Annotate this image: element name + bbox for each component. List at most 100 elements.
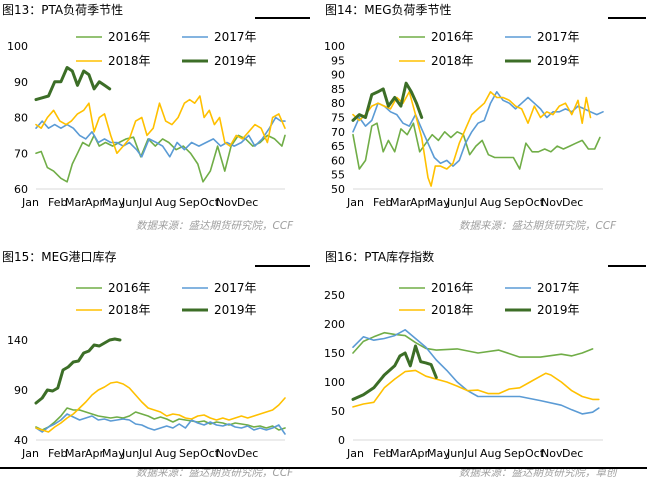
y-tick-label: 50 [331, 183, 345, 196]
y-tick-label: 95 [331, 54, 345, 67]
x-tick-label: Apr [85, 196, 105, 209]
chart-panel-meg-inventory: 图15：MEG港口库存 40 90 140 Jan Feb Mar Apr May Jun Jul… [0, 241, 323, 482]
y-tick-label: 80 [331, 97, 345, 110]
legend-label-2017: 2017年 [537, 30, 580, 44]
x-tick-label: Oct [200, 447, 220, 460]
series-line-2017 [35, 116, 286, 158]
chart-title: 图14：MEG负荷季节性 [325, 3, 452, 17]
y-tick-label: 60 [331, 154, 345, 167]
x-tick-label: Feb [48, 447, 67, 460]
y-tick-label: 100 [324, 376, 345, 389]
x-tick-label: Nov [541, 447, 563, 460]
x-tick-label: Sep [179, 447, 200, 460]
legend-label-2017: 2017年 [214, 30, 257, 44]
series-line-2019 [34, 337, 122, 405]
legend-label-2018: 2018年 [108, 54, 151, 68]
x-tick-label: Mar [390, 447, 411, 460]
title-rule [608, 17, 646, 19]
x-tick-label: Jun [446, 196, 464, 209]
x-tick-label: Mar [390, 196, 411, 209]
x-tick-label: Dec [562, 447, 583, 460]
legend-label-2019: 2019年 [537, 54, 580, 68]
legend-label-2017: 2017年 [537, 281, 580, 295]
source-note: 数据来源：盛达期货研究院，卓创 [459, 467, 617, 479]
x-tick-label: Nov [216, 447, 238, 460]
series-line-2018 [352, 91, 592, 187]
x-tick-label: Oct [525, 447, 545, 460]
source-note: 数据来源：盛达期货研究院，CCF [136, 467, 294, 479]
x-tick-label: Oct [200, 196, 220, 209]
x-tick-label: Mar [65, 196, 86, 209]
x-tick-label: Aug [155, 447, 176, 460]
title-rule [255, 17, 310, 19]
y-tick-label: 90 [14, 76, 28, 89]
legend-label-2019: 2019年 [537, 303, 580, 317]
y-tick-label: 90 [14, 384, 28, 397]
x-tick-label: Oct [525, 196, 545, 209]
y-tick-label: 200 [324, 318, 345, 331]
chart-title: 图16：PTA库存指数 [325, 250, 435, 264]
y-tick-label: 100 [324, 40, 345, 53]
x-tick-label: Jun [121, 196, 139, 209]
legend-label-2016: 2016年 [108, 281, 151, 295]
series-line-2019 [351, 81, 424, 122]
source-note: 数据来源：盛达期货研究院，CCF [459, 220, 617, 232]
y-tick-label: 75 [331, 112, 345, 125]
x-tick-label: Aug [155, 196, 176, 209]
legend-label-2019: 2019年 [214, 303, 257, 317]
x-tick-label: Apr [85, 447, 105, 460]
x-tick-label: Dec [562, 196, 583, 209]
x-tick-label: Aug [480, 447, 501, 460]
legend-label-2017: 2017年 [214, 281, 257, 295]
x-tick-label: May [427, 196, 450, 209]
x-tick-label: Jul [463, 447, 477, 460]
series-line-2018 [35, 95, 286, 155]
series-line-2016 [35, 134, 286, 183]
y-tick-label: 65 [331, 140, 345, 153]
y-tick-label: 150 [324, 347, 345, 360]
y-tick-label: 0 [338, 434, 345, 447]
y-tick-label: 100 [7, 40, 28, 53]
series-line-2019 [34, 66, 112, 102]
y-tick-label: 70 [331, 126, 345, 139]
x-tick-label: Nov [541, 196, 563, 209]
y-tick-label: 80 [14, 112, 28, 125]
series-line-2016 [352, 331, 594, 358]
x-tick-label: Jan [346, 196, 364, 209]
chart-panel-pta-inventory: 图16：PTA库存指数 0 50 100 150 200 250 Jan Feb Mar Apr M… [323, 241, 646, 482]
legend-label-2016: 2016年 [108, 30, 151, 44]
x-tick-label: Feb [373, 447, 392, 460]
x-tick-label: Apr [410, 196, 430, 209]
x-tick-label: Feb [48, 196, 67, 209]
x-tick-label: Nov [216, 196, 238, 209]
legend-label-2018: 2018年 [108, 303, 151, 317]
chart-title: 图15：MEG港口库存 [2, 250, 117, 264]
series-line-2018 [35, 381, 286, 433]
series-line-2018 [352, 369, 600, 408]
x-tick-label: Jan [21, 447, 39, 460]
x-tick-label: Dec [237, 196, 258, 209]
chart-title: 图13：PTA负荷季节性 [2, 3, 124, 17]
chart-panel-pta-load: 图13：PTA负荷季节性 60 70 80 90 100 Jan Feb Mar Apr May J… [0, 0, 323, 241]
legend-label-2016: 2016年 [431, 281, 474, 295]
x-tick-label: Jun [446, 447, 464, 460]
bottom-rule [0, 467, 647, 469]
x-tick-label: Sep [179, 196, 200, 209]
x-tick-label: Jul [138, 196, 152, 209]
y-tick-label: 140 [7, 334, 28, 347]
x-tick-label: Feb [373, 196, 392, 209]
title-rule [608, 265, 646, 267]
title-rule [255, 265, 310, 267]
series-line-2016 [352, 122, 601, 170]
y-tick-label: 250 [324, 289, 345, 302]
chart-panel-meg-load: 图14：MEG负荷季节性 50 55 60 65 70 75 80 85 90 95 100 Jan F… [323, 0, 646, 241]
x-tick-label: May [102, 447, 125, 460]
x-tick-label: May [102, 196, 125, 209]
y-tick-label: 85 [331, 83, 345, 96]
x-tick-label: Sep [504, 447, 525, 460]
y-tick-label: 70 [14, 147, 28, 160]
